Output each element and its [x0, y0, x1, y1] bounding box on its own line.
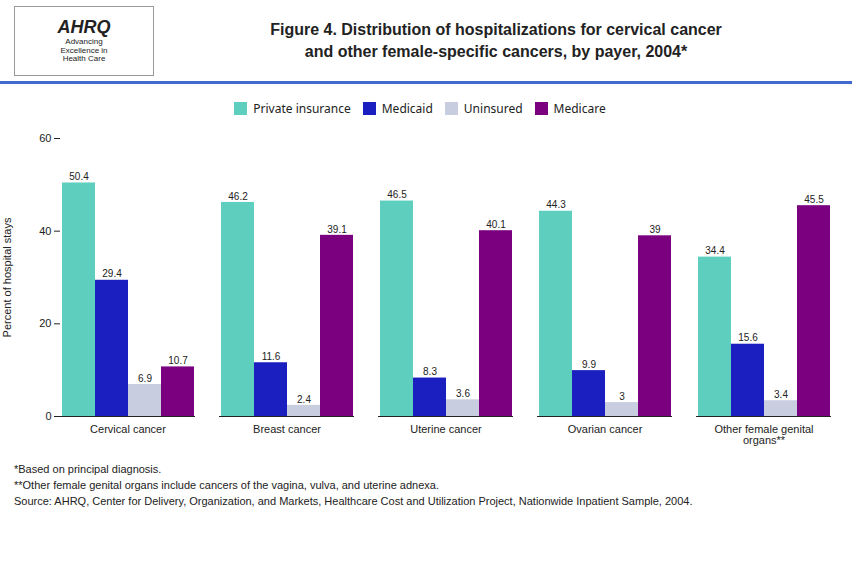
html-text:Source: AHRQ, Center for Deliv: Source: AHRQ, Center for Delivery, Organ…: [14, 494, 693, 507]
svg-text:Cervical cancer: Cervical cancer: [90, 423, 166, 435]
html-text:Private insurance: Private insurance: [253, 100, 351, 117]
svg-text:Other female genitalorgans**: Other female genitalorgans**: [714, 423, 813, 446]
svg-text:3: 3: [619, 391, 625, 402]
svg-text:40.1: 40.1: [486, 219, 506, 230]
svg-text:46.5: 46.5: [387, 189, 407, 200]
svg-text:Percent of hospital stays: Percent of hospital stays: [1, 217, 13, 337]
svg-text:46.2: 46.2: [228, 191, 248, 202]
svg-text:34.4: 34.4: [705, 245, 725, 256]
html-text:AHRQ: AHRQ: [57, 16, 111, 37]
svg-text:6.9: 6.9: [138, 373, 152, 384]
html-text:Figure 4. Distribution of hosp: Figure 4. Distribution of hospitalizatio…: [270, 20, 722, 60]
html-text:*Based on principal diagnosis.: *Based on principal diagnosis.: [14, 463, 162, 475]
svg-text:9.9: 9.9: [582, 359, 596, 370]
svg-text:39: 39: [649, 224, 661, 235]
svg-text:Ovarian cancer: Ovarian cancer: [568, 423, 643, 435]
svg-text:Uterine cancer: Uterine cancer: [410, 423, 482, 435]
svg-text:40: 40: [39, 225, 51, 237]
svg-text:3.6: 3.6: [456, 388, 470, 399]
html-text:**Other female genital organs: **Other female genital organs include ca…: [14, 478, 439, 491]
svg-text:29.4: 29.4: [102, 268, 122, 279]
html-text:Medicaid: Medicaid: [381, 100, 433, 117]
svg-text:3.4: 3.4: [774, 389, 788, 400]
html-text:Uninsured: Uninsured: [463, 100, 523, 117]
svg-text:45.5: 45.5: [804, 194, 824, 205]
svg-text:10.7: 10.7: [168, 355, 188, 366]
svg-text:2.4: 2.4: [297, 394, 311, 405]
svg-text:60: 60: [39, 132, 51, 144]
svg-text:0: 0: [45, 410, 51, 422]
svg-text:50.4: 50.4: [69, 171, 89, 182]
html-text:Advancing Excellence in Health: Advancing Excellence in Health Care: [60, 36, 108, 64]
svg-text:20: 20: [39, 317, 51, 329]
html-text:Medicare: Medicare: [553, 100, 606, 117]
svg-text:44.3: 44.3: [546, 199, 566, 210]
svg-text:8.3: 8.3: [423, 366, 437, 377]
svg-text:15.6: 15.6: [738, 332, 758, 343]
svg-text:39.1: 39.1: [327, 224, 347, 235]
svg-text:11.6: 11.6: [262, 351, 281, 362]
svg-text:Breast cancer: Breast cancer: [253, 423, 321, 435]
